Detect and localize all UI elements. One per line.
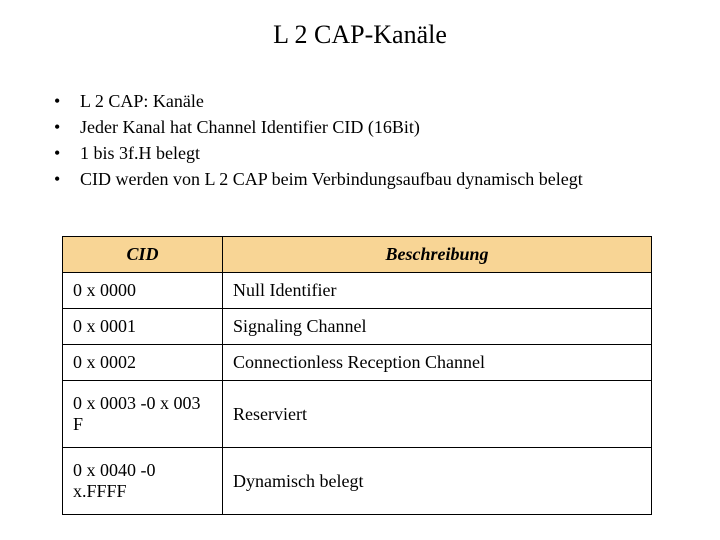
table-row: 0 x 0002 Connectionless Reception Channe… <box>63 345 652 381</box>
list-item: 1 bis 3f.H belegt <box>50 140 670 166</box>
col-header-cid: CID <box>63 237 223 273</box>
list-item: L 2 CAP: Kanäle <box>50 88 670 114</box>
cell-desc: Dynamisch belegt <box>223 448 652 515</box>
table-body: 0 x 0000 Null Identifier 0 x 0001 Signal… <box>63 273 652 515</box>
cell-cid: 0 x 0001 <box>63 309 223 345</box>
list-item: Jeder Kanal hat Channel Identifier CID (… <box>50 114 670 140</box>
table-row: 0 x 0040 -0 x.FFFF Dynamisch belegt <box>63 448 652 515</box>
cell-desc: Reserviert <box>223 381 652 448</box>
table-header-row: CID Beschreibung <box>63 237 652 273</box>
cell-cid: 0 x 0040 -0 x.FFFF <box>63 448 223 515</box>
cid-table: CID Beschreibung 0 x 0000 Null Identifie… <box>62 236 652 515</box>
cell-desc: Signaling Channel <box>223 309 652 345</box>
cell-cid: 0 x 0003 -0 x 003 F <box>63 381 223 448</box>
table-row: 0 x 0001 Signaling Channel <box>63 309 652 345</box>
col-header-desc: Beschreibung <box>223 237 652 273</box>
cell-desc: Null Identifier <box>223 273 652 309</box>
cell-desc: Connectionless Reception Channel <box>223 345 652 381</box>
bullet-list: L 2 CAP: Kanäle Jeder Kanal hat Channel … <box>50 88 670 192</box>
table-row: 0 x 0003 -0 x 003 F Reserviert <box>63 381 652 448</box>
table-row: 0 x 0000 Null Identifier <box>63 273 652 309</box>
cell-cid: 0 x 0002 <box>63 345 223 381</box>
cell-cid: 0 x 0000 <box>63 273 223 309</box>
list-item: CID werden von L 2 CAP beim Verbindungsa… <box>50 166 670 192</box>
page-title: L 2 CAP-Kanäle <box>50 20 670 50</box>
